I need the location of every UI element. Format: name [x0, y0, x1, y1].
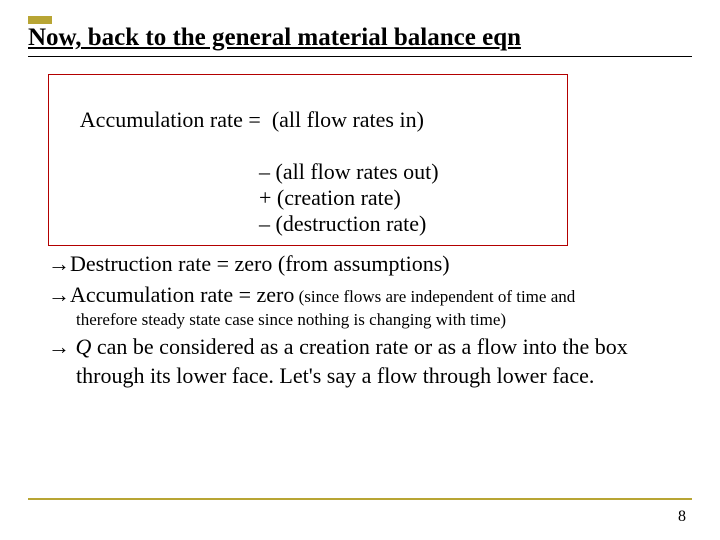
equation-row-2: – (all flow rates out)	[59, 159, 557, 185]
equation-term-2: – (all flow rates out)	[259, 159, 439, 184]
bullet-3-text: can be considered as a creation rate or …	[76, 334, 628, 388]
page-number: 8	[678, 508, 686, 526]
equation-term-1: (all flow rates in)	[261, 107, 424, 132]
arrow-icon: →	[48, 282, 70, 307]
bullet-1: →Destruction rate = zero (from assumptio…	[48, 250, 680, 279]
equation-term-4: – (destruction rate)	[259, 211, 426, 236]
equation-row-1: Accumulation rate = (all flow rates in)	[59, 81, 557, 159]
equation-row-3: + (creation rate)	[59, 185, 557, 211]
bullet-1-text: Destruction rate = zero (from assumption…	[70, 251, 450, 276]
bullet-3: → Q can be considered as a creation rate…	[48, 333, 680, 390]
arrow-icon: →	[48, 251, 70, 276]
equation-row-4: – (destruction rate)	[59, 211, 557, 237]
bullet-2: →Accumulation rate = zero (since flows a…	[48, 281, 680, 332]
title-bar: Now, back to the general material balanc…	[28, 24, 692, 57]
body-text: →Destruction rate = zero (from assumptio…	[48, 250, 680, 392]
bullet-2-small-1: (since flows are independent of time and	[294, 287, 575, 306]
bullet-2-main: Accumulation rate = zero	[70, 282, 294, 307]
equation-term-3: + (creation rate)	[259, 185, 401, 210]
arrow-icon: →	[48, 334, 70, 359]
corner-accent	[28, 16, 52, 24]
bullet-2-small-2: therefore steady state case since nothin…	[48, 309, 680, 331]
variable-q: Q	[70, 334, 91, 359]
equation-box: Accumulation rate = (all flow rates in) …	[48, 74, 568, 246]
bottom-divider	[28, 498, 692, 500]
slide-title: Now, back to the general material balanc…	[28, 24, 521, 51]
equation-lhs: Accumulation rate =	[80, 107, 261, 132]
